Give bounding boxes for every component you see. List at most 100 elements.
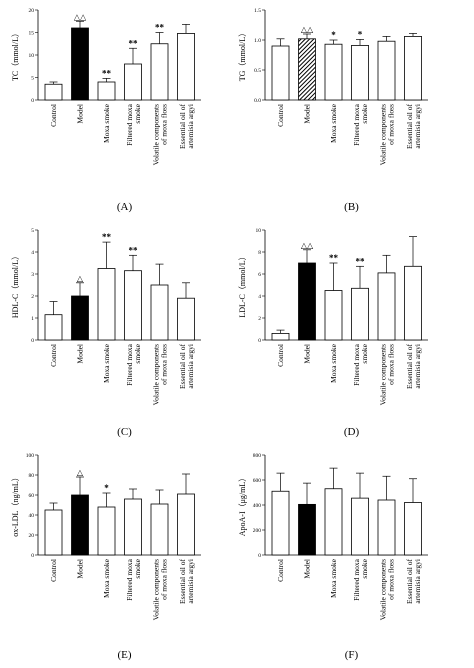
category-label-line: smoke — [133, 343, 142, 363]
category-label: Model — [303, 344, 312, 364]
bar — [298, 38, 316, 101]
category-label-line: Control — [49, 344, 58, 367]
y-tick-label: 15 — [29, 31, 35, 37]
category-label-line: artemisia argyi — [413, 344, 422, 389]
category-label-line: Moxa smoke — [329, 343, 338, 383]
category-label: Control — [49, 344, 58, 367]
category-label: Essential oil ofartemisia argyi — [178, 559, 195, 604]
y-tick-label: 20 — [29, 533, 35, 539]
y-axis-label: HDL-C（mmol/L） — [11, 252, 20, 318]
category-label-line: Moxa smoke — [102, 343, 111, 383]
category-label-line: Volatile components — [379, 559, 388, 620]
category-label: Moxa smoke — [102, 343, 111, 383]
y-tick-label: 4 — [31, 250, 34, 256]
significance-mark: ** — [102, 68, 112, 78]
bar — [150, 284, 169, 341]
category-label-line: of moxa floss — [160, 559, 169, 600]
bar — [271, 490, 290, 556]
category-label-line: Filtered moxa — [352, 343, 361, 386]
panel-0: 0 5 10 15 20 TC（mmol/L） △△ ** ** ** Control Model Mo… — [11, 8, 201, 213]
y-tick-label: 0 — [31, 338, 34, 344]
category-label: Volatile componentsof moxa floss — [152, 104, 169, 165]
category-label-line: of moxa floss — [387, 344, 396, 385]
y-axis-label: LDL-C（mmol/L） — [238, 252, 247, 317]
significance-mark: * — [104, 483, 109, 493]
panel-label: (E) — [117, 649, 131, 661]
category-label: Essential oil ofartemisia argyi — [178, 344, 195, 389]
category-label-line: smoke — [360, 343, 369, 363]
category-label-line: Essential oil of — [405, 104, 414, 149]
category-label-line: Moxa smoke — [102, 103, 111, 143]
panel-4: 0 20 40 60 80 100 ox-LDL（ng/mL） △ * Control Model M… — [11, 453, 201, 661]
category-label-line: Moxa smoke — [329, 103, 338, 143]
bar — [298, 503, 316, 556]
significance-mark: ** — [329, 253, 339, 263]
bar — [124, 270, 142, 341]
y-tick-label: 0 — [31, 98, 34, 104]
bar — [377, 499, 396, 556]
category-label: Moxa smoke — [102, 103, 111, 143]
category-label-line: smoke — [360, 558, 369, 578]
y-tick-label: 10 — [256, 228, 262, 234]
category-label: Model — [76, 344, 85, 364]
y-tick-label: 5 — [31, 76, 34, 82]
category-label-line: Model — [303, 344, 312, 364]
bar — [124, 498, 142, 556]
category-label: Model — [76, 559, 85, 579]
bar — [71, 295, 89, 341]
category-label: Model — [303, 559, 312, 579]
category-label-line: Filtered moxa — [125, 558, 134, 601]
panel-3: 0 2 4 6 8 10 LDL-C（mmol/L） △△ ** ** Control Model Mo… — [238, 228, 428, 438]
category-label-line: Volatile components — [379, 344, 388, 405]
bar — [71, 494, 89, 556]
category-label-line: Model — [303, 559, 312, 579]
category-label: Essential oil ofartemisia argyi — [178, 104, 195, 149]
category-label-line: Volatile components — [152, 104, 161, 165]
category-label-line: Filtered moxa — [125, 103, 134, 146]
category-label-line: Essential oil of — [178, 344, 187, 389]
panel-1: 0.0 0.5 1.0 1.5 TG（mmol/L） △△ * * Control Model Mo… — [238, 8, 428, 213]
category-label-line: Essential oil of — [178, 104, 187, 149]
category-label: Filtered moxasmoke — [125, 103, 142, 146]
bar — [97, 506, 116, 556]
category-label: Model — [303, 104, 312, 124]
category-label: Control — [49, 559, 58, 582]
category-label-line: Essential oil of — [405, 344, 414, 389]
bar — [271, 332, 290, 341]
category-label-line: Volatile components — [379, 104, 388, 165]
category-label-line: smoke — [133, 558, 142, 578]
category-label-line: Volatile components — [152, 559, 161, 620]
category-label-line: Control — [276, 559, 285, 582]
category-label-line: Filtered moxa — [352, 558, 361, 601]
category-label-line: Model — [76, 344, 85, 364]
significance-mark: ** — [356, 256, 366, 266]
significance-mark: △ — [77, 468, 84, 477]
bar — [71, 27, 89, 101]
y-tick-label: 20 — [29, 8, 35, 14]
y-axis-label: TG（mmol/L） — [238, 29, 247, 81]
category-label-line: Essential oil of — [178, 559, 187, 604]
category-label: Essential oil ofartemisia argyi — [405, 104, 422, 149]
y-axis-label: TC（mmol/L） — [11, 29, 20, 81]
bar — [377, 272, 396, 341]
y-tick-label: 1 — [31, 316, 34, 322]
y-tick-label: 0 — [31, 553, 34, 559]
category-label: Volatile componentsof moxa floss — [379, 104, 396, 165]
category-label-line: Moxa smoke — [329, 558, 338, 598]
category-label-line: of moxa floss — [387, 104, 396, 145]
bar — [271, 45, 290, 101]
y-tick-label: 0.5 — [254, 68, 261, 74]
y-tick-label: 800 — [253, 453, 262, 459]
category-label: Moxa smoke — [329, 558, 338, 598]
panel-label: (F) — [345, 649, 359, 661]
category-label: Filtered moxasmoke — [125, 558, 142, 601]
bar — [44, 509, 63, 556]
bar — [404, 265, 422, 341]
y-axis-label: ox-LDL（ng/mL） — [11, 473, 20, 537]
y-tick-label: 2 — [31, 294, 34, 300]
significance-mark: ** — [129, 245, 139, 255]
significance-mark: △△ — [301, 241, 314, 250]
category-label-line: Volatile components — [152, 344, 161, 405]
category-label-line: Control — [49, 104, 58, 127]
y-tick-label: 3 — [31, 272, 34, 278]
